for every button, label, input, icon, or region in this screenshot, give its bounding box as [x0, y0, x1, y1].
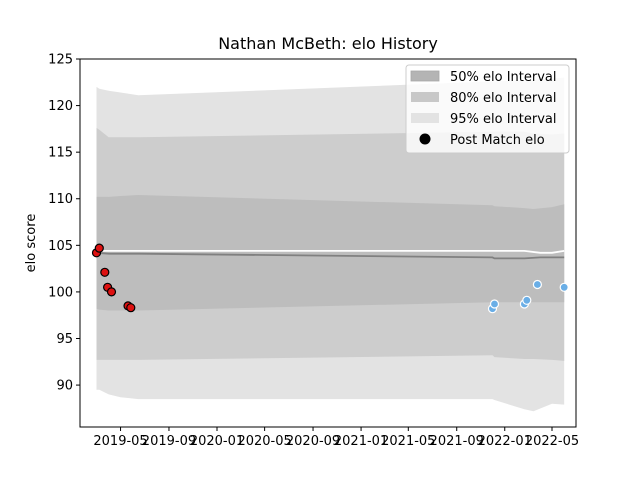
- x-axis: 2019-052019-092020-012020-052020-092021-…: [93, 427, 579, 449]
- legend-swatch-95: [411, 113, 439, 123]
- x-tick-label: 2022-01: [478, 434, 532, 449]
- legend-label: 95% elo Interval: [450, 112, 557, 127]
- y-tick-label: 95: [56, 332, 73, 347]
- post-match-point-blue: [522, 295, 532, 305]
- post-match-point-red: [100, 267, 110, 277]
- y-axis: 90 95 100 105 110 115 120 125: [48, 53, 80, 394]
- x-tick-label: 2021-01: [334, 434, 388, 449]
- legend-label: 50% elo Interval: [450, 70, 557, 85]
- x-tick-label: 2022-05: [525, 434, 579, 449]
- x-tick-label: 2019-05: [93, 434, 147, 449]
- y-tick-label: 100: [48, 285, 73, 300]
- post-match-point-blue: [489, 299, 500, 309]
- axes-frame: [79, 58, 577, 428]
- legend-box: [405, 64, 570, 154]
- y-tick-label: 105: [48, 239, 73, 254]
- legend-swatch-80: [411, 92, 439, 102]
- post-match-point-blue: [532, 279, 543, 290]
- post-match-point-red: [106, 287, 117, 297]
- post-match-point-blue: [559, 282, 569, 292]
- x-tick-label: 2021-05: [381, 434, 435, 449]
- x-tick-label: 2019-09: [142, 434, 196, 449]
- x-tick-label: 2020-05: [237, 434, 291, 449]
- y-tick-label: 110: [48, 192, 73, 207]
- legend-marker-post-match: [419, 133, 431, 145]
- legend-label: 80% elo Interval: [450, 91, 557, 106]
- x-tick-label: 2021-09: [430, 434, 484, 449]
- y-axis-label: elo score: [24, 214, 39, 273]
- mean-elo-line: [96, 249, 565, 254]
- post-match-point-red: [126, 303, 136, 313]
- median-elo-line: [96, 251, 565, 260]
- legend-label: Post Match elo: [450, 133, 545, 148]
- chart-title: Nathan McBeth: elo History: [218, 34, 438, 53]
- band-50-interval: [96, 195, 565, 311]
- y-tick-label: 120: [48, 99, 73, 114]
- legend-swatch-50: [410, 70, 440, 82]
- plot-area: [91, 77, 569, 412]
- x-tick-label: 2020-09: [286, 434, 340, 449]
- x-tick-label: 2020-01: [190, 434, 244, 449]
- y-tick-label: 125: [48, 53, 73, 68]
- post-match-point-red: [94, 243, 104, 253]
- y-tick-label: 90: [56, 379, 73, 394]
- y-tick-label: 115: [48, 146, 73, 161]
- legend: 50% elo Interval 80% elo Interval 95% elo …: [405, 64, 570, 154]
